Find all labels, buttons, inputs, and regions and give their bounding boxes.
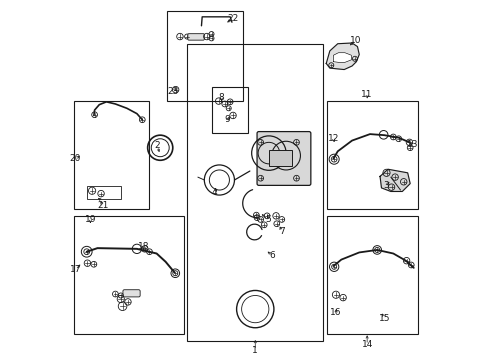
Text: 7: 7 [278, 228, 284, 237]
Text: 18: 18 [137, 242, 149, 251]
Text: 4: 4 [211, 188, 216, 197]
Text: 9: 9 [224, 115, 230, 124]
Text: 11: 11 [361, 90, 372, 99]
Text: 12: 12 [327, 134, 339, 143]
Bar [187, 44, 323, 341]
Bar [326, 101, 418, 209]
Polygon shape [379, 169, 409, 192]
Text: 2: 2 [154, 141, 160, 150]
Bar [212, 87, 247, 134]
Text: 1: 1 [252, 346, 258, 355]
Text: 3: 3 [383, 181, 388, 190]
Text: 22: 22 [226, 14, 238, 23]
Bar [74, 216, 183, 334]
Polygon shape [325, 43, 359, 69]
Bar [74, 101, 149, 209]
Text: 13: 13 [407, 140, 418, 149]
FancyBboxPatch shape [187, 34, 204, 40]
Text: 8: 8 [218, 93, 224, 102]
Bar [87, 186, 121, 199]
Polygon shape [333, 53, 351, 62]
FancyBboxPatch shape [122, 290, 140, 297]
Text: 6: 6 [269, 251, 275, 260]
Text: 19: 19 [84, 215, 96, 224]
Text: 5: 5 [264, 215, 270, 224]
Bar [167, 12, 242, 101]
Text: 14: 14 [361, 341, 372, 350]
FancyBboxPatch shape [257, 132, 310, 185]
Text: 23: 23 [167, 86, 178, 95]
Text: 20: 20 [69, 154, 81, 163]
Bar [268, 149, 292, 166]
Text: 15: 15 [378, 314, 389, 323]
Text: 16: 16 [329, 308, 341, 317]
Text: 10: 10 [349, 36, 361, 45]
Bar [326, 216, 418, 334]
Text: 21: 21 [97, 201, 108, 210]
Text: 17: 17 [69, 265, 81, 274]
